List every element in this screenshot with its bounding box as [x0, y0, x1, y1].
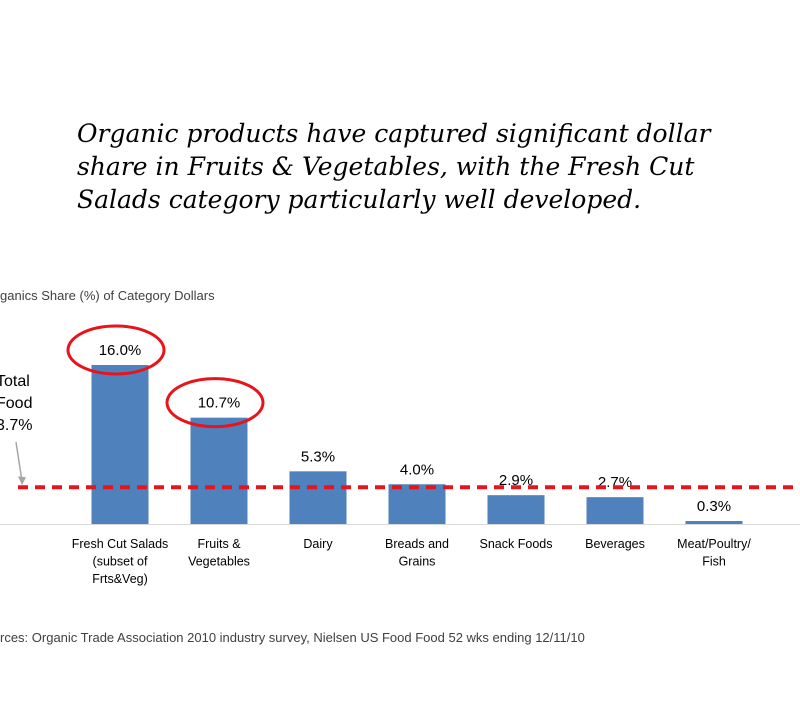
highlight-ring [165, 377, 265, 429]
data-label: 2.7% [598, 474, 632, 491]
category-label: Dairy [303, 537, 333, 551]
bar [289, 471, 347, 524]
chart-title-text: ganics Share (%) of Category Dollars [0, 288, 215, 303]
data-label: 0.3% [697, 498, 731, 515]
bar [586, 497, 644, 524]
data-label: 4.0% [400, 461, 434, 478]
category-label: Frts&Veg) [92, 572, 148, 586]
highlight-ring [66, 324, 166, 376]
bar [91, 365, 149, 524]
chart-title: ganics Share (%) of Category Dollars [0, 288, 215, 303]
source-note: rces: Organic Trade Association 2010 ind… [0, 630, 585, 645]
category-label: Beverages [585, 537, 645, 551]
bar [388, 484, 446, 524]
callout-arrow [15, 441, 23, 482]
data-label: 5.3% [301, 448, 335, 465]
source-text: rces: Organic Trade Association 2010 ind… [0, 630, 585, 645]
category-label: Meat/Poultry/ [677, 537, 751, 551]
data-label: 2.9% [499, 472, 533, 489]
category-label: Grains [399, 555, 436, 569]
category-label: Fish [702, 555, 726, 569]
data-label: 16.0% [99, 342, 142, 359]
bar [685, 521, 743, 524]
category-label: Vegetables [188, 555, 250, 569]
category-label: Fresh Cut Salads [72, 537, 169, 551]
category-label: (subset of [93, 555, 148, 569]
bar [487, 495, 545, 524]
data-label: 10.7% [198, 395, 241, 412]
headline: Organic products have captured significa… [77, 119, 711, 214]
category-label: Fruits & [197, 537, 241, 551]
category-label: Snack Foods [480, 537, 553, 551]
callout-arrowhead [18, 476, 26, 486]
total-food-callout: Total Food 3.7% [0, 373, 33, 434]
category-label: Breads and [385, 537, 449, 551]
bar [190, 417, 248, 524]
